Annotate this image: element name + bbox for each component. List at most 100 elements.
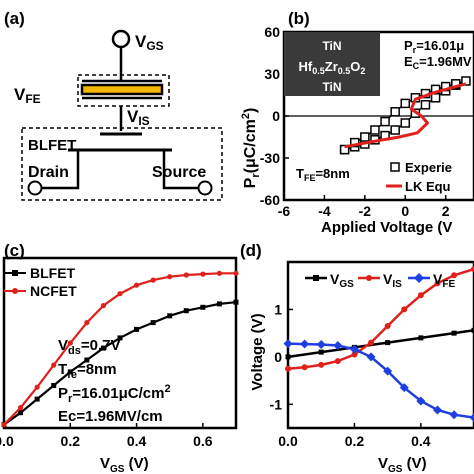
experiment-point (380, 116, 390, 127)
blfet-point (67, 369, 73, 375)
inset-hzo: Hf0.5Zr0.5O2 (299, 59, 366, 76)
vds-note: Vds=0.7V (58, 337, 120, 357)
panel-c-x-tick-label: 0.6 (193, 433, 213, 449)
vis-point (285, 365, 291, 372)
ncfet-point (67, 340, 73, 346)
panel-d-x-tick-label: 0.2 (345, 433, 365, 449)
vfe-point (283, 339, 293, 349)
blfet-point (150, 320, 156, 326)
vgs-point (451, 330, 457, 336)
panel-b-label: (b) (288, 9, 310, 28)
panel-b-x-tick-label: -2 (359, 203, 372, 219)
panel-b-y-tick-label: 30 (264, 66, 280, 82)
legend-label-vfe: VFE (433, 271, 455, 290)
blfet-point (233, 299, 239, 305)
ncfet-point (17, 405, 24, 411)
experiment-point (420, 100, 431, 110)
vfe-point (383, 366, 393, 376)
panel-b-y-tick-label: -30 (260, 150, 280, 166)
pr-note: Pr=16.01μC/cm2 (58, 383, 171, 405)
panel-c-xlabel: VGS (V) (100, 455, 149, 474)
blfet-line (3, 301, 237, 426)
panel-a: (a) VGS VFE VIS BLFET Drain Source (4, 9, 223, 201)
legend-marker-vgs (313, 275, 319, 281)
legend-marker-experiment (390, 162, 400, 172)
experiment-point (390, 107, 400, 117)
vfe-label: VFE (14, 85, 41, 106)
vgs-point (385, 340, 391, 346)
ec-note: Ec=1.96MV/cm (58, 408, 163, 425)
material-stack-inset (284, 32, 380, 96)
panel-c-series (1, 270, 239, 428)
drain-label: Drain (28, 164, 69, 181)
panel-b-y-tick-label: -60 (260, 192, 280, 208)
blfet-point (117, 335, 123, 341)
blfet-dashed-box (21, 127, 223, 201)
vfe-point (333, 340, 343, 350)
fe-layer (80, 83, 164, 96)
blfet-point (167, 313, 173, 319)
vgs-point (318, 349, 324, 355)
vfe-point (349, 344, 359, 354)
drain-wire (42, 150, 80, 190)
tfe-annotation: TFE=8nm (296, 166, 350, 183)
vis-point (384, 323, 391, 330)
vis-point (351, 351, 358, 358)
source-wire (162, 150, 198, 190)
panel-c-x-tick-label: 0.4 (127, 433, 147, 449)
tfe-note: Tfe=8nm (58, 361, 117, 381)
ncfet-point (84, 320, 90, 326)
vfe-point (316, 340, 326, 350)
panel-d-ylabel: Voltage (V) (249, 313, 266, 390)
vis-point (471, 266, 474, 273)
vgs-point (471, 327, 474, 333)
ncfet-point (216, 270, 223, 276)
experiment-point (349, 137, 360, 148)
vis-point (368, 339, 375, 346)
legend-label-lk: LK Equ (405, 179, 451, 194)
vfe-point (300, 339, 310, 349)
panel-d-y-tick-label: 0 (274, 349, 282, 365)
ncfet-point (51, 362, 57, 368)
ncfet-point (100, 303, 107, 309)
experiment-point (360, 132, 370, 142)
blfet-point (134, 326, 140, 332)
vfe-point (432, 405, 442, 415)
vgs-label: VGS (135, 32, 164, 53)
panel-c: (c) 0.0 0.2 0.4 0.6 BLFET NCFET Vds=0.7V Tf… (0, 241, 239, 474)
legend-marker-vfe (414, 273, 424, 283)
blfet-point (18, 410, 24, 416)
vfe-point (366, 352, 376, 362)
ncfet-point (133, 282, 140, 288)
ncfet-point (183, 272, 189, 278)
panel-b-series (339, 76, 471, 155)
ncfet-point (34, 384, 40, 390)
lk-equation-line (344, 82, 467, 149)
legend-label-ncfet: NCFET (30, 283, 77, 299)
blfet-point (34, 396, 40, 402)
panel-b-x-tick-label: 2 (442, 203, 450, 219)
panel-d: (d) Voltage (V) 1 0 -1 0.0 0.2 0.4 VGS VIS V… (240, 241, 474, 474)
ncfet-point (200, 271, 206, 277)
panel-b-x-tick-label: 0 (401, 203, 409, 219)
vis-point (401, 306, 408, 313)
experiment-point (390, 125, 400, 135)
gate-terminal (111, 29, 131, 49)
experiment-point (370, 125, 380, 135)
vfe-point (399, 383, 409, 393)
experiment-point (430, 93, 441, 103)
panel-d-y-tick-labels: 1 0 -1 (270, 301, 293, 412)
blfet-label: BLFET (28, 137, 76, 154)
drain-terminal (27, 180, 43, 196)
experiment-point (400, 98, 411, 109)
panel-c-label: (c) (4, 241, 25, 260)
panel-b-y-tick-label: 60 (264, 24, 280, 40)
vis-point (417, 292, 424, 299)
panel-a-label: (a) (4, 9, 25, 28)
ncfet-point (117, 291, 123, 297)
panel-d-x-tick-label: 0.0 (278, 433, 298, 449)
blfet-point (84, 357, 90, 363)
blfet-point (200, 304, 206, 310)
inset-bottom-tin: TiN (322, 80, 341, 94)
